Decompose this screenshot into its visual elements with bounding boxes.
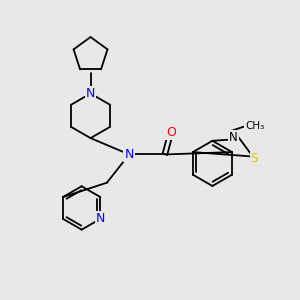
Text: N: N [124, 148, 134, 161]
Text: O: O [166, 126, 176, 139]
Text: N: N [96, 212, 105, 225]
Text: S: S [250, 152, 258, 164]
Text: N: N [229, 131, 238, 144]
Text: CH₃: CH₃ [245, 121, 265, 131]
Text: N: N [86, 87, 95, 100]
